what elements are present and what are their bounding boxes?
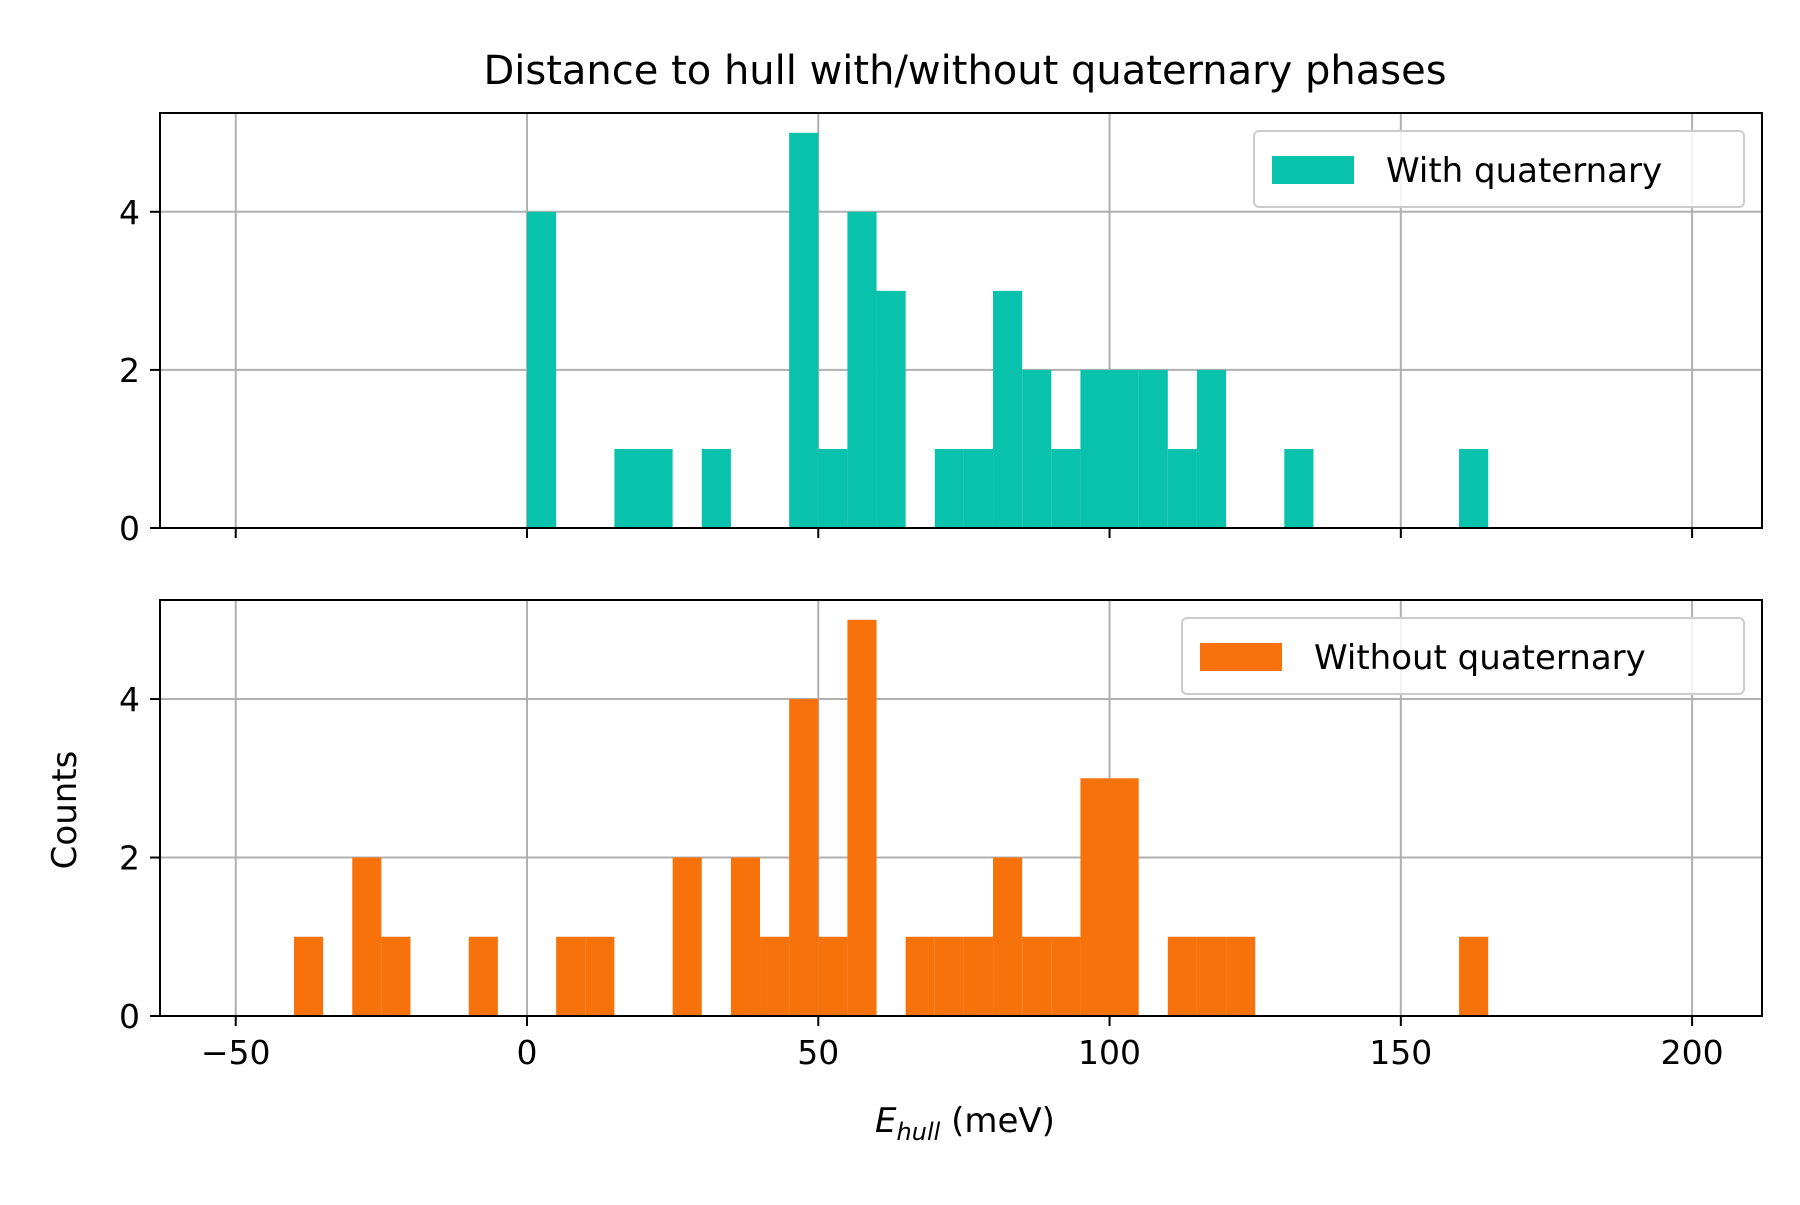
legend: With quaternary — [1253, 130, 1745, 208]
histogram-bar-with-quaternary — [876, 290, 906, 528]
top-panel-with-quaternary: 0 2 4 With quaternary — [119, 112, 1763, 548]
histogram-bar-without-quaternary — [1109, 778, 1139, 1016]
y-tick-label: 2 — [119, 351, 140, 390]
histogram-bar-with-quaternary — [1167, 448, 1197, 528]
histogram-bar-with-quaternary — [847, 211, 877, 529]
x-axis-label-unit: (meV) — [940, 1101, 1055, 1141]
x-axis-label-subscript: hull — [897, 1118, 941, 1146]
histogram-bar-with-quaternary — [1459, 448, 1489, 528]
y-tick-label: 4 — [119, 193, 140, 232]
histogram-bar-without-quaternary — [1051, 936, 1081, 1016]
histogram-bar-without-quaternary — [789, 699, 819, 1016]
histogram-bar-with-quaternary — [993, 290, 1023, 528]
histogram-bar-without-quaternary — [905, 936, 935, 1016]
histogram-bar-with-quaternary — [1284, 448, 1314, 528]
histogram-bar-with-quaternary — [1022, 369, 1052, 528]
x-tick-label: 150 — [1369, 1033, 1432, 1072]
histogram-bar-without-quaternary — [760, 936, 790, 1016]
legend-box — [1181, 617, 1745, 695]
histogram-bar-without-quaternary — [1167, 936, 1197, 1016]
x-tick-label: 0 — [517, 1033, 538, 1072]
x-axis-label-symbol: E — [875, 1101, 897, 1141]
legend-label: Without quaternary — [1314, 638, 1646, 678]
histogram-bar-without-quaternary — [1459, 936, 1489, 1016]
histogram-bar-with-quaternary — [643, 448, 673, 528]
x-tick-label: 200 — [1661, 1033, 1724, 1072]
histogram-bar-without-quaternary — [1226, 936, 1256, 1016]
x-tick-label: 100 — [1078, 1033, 1141, 1072]
histogram-bar-without-quaternary — [1196, 936, 1227, 1016]
chart-title: Distance to hull with/without quaternary… — [483, 48, 1446, 94]
histogram-bar-with-quaternary — [1196, 369, 1227, 528]
histogram-bar-without-quaternary — [381, 936, 411, 1016]
histogram-bar-without-quaternary — [818, 936, 848, 1016]
y-tick-label: 2 — [119, 839, 140, 878]
histogram-bar-with-quaternary — [527, 211, 557, 529]
histogram-bar-with-quaternary — [1109, 369, 1139, 528]
legend: Without quaternary — [1181, 617, 1745, 695]
plot-frame — [159, 112, 1763, 529]
legend-swatch — [1200, 643, 1282, 671]
plot-frame — [159, 599, 1763, 1017]
histogram-bar-with-quaternary — [701, 448, 731, 528]
histogram-bar-without-quaternary — [847, 619, 877, 1016]
histogram-bar-with-quaternary — [1051, 448, 1081, 528]
histogram-bar-without-quaternary — [934, 936, 964, 1016]
legend-box — [1253, 130, 1745, 208]
histogram-bar-without-quaternary — [556, 936, 586, 1016]
y-tick-label: 0 — [119, 509, 140, 548]
histogram-bar-without-quaternary — [1080, 778, 1110, 1016]
histogram-bar-without-quaternary — [1022, 936, 1052, 1016]
histogram-bar-without-quaternary — [993, 857, 1023, 1016]
histogram-bar-with-quaternary — [789, 132, 819, 528]
histogram-bar-without-quaternary — [585, 936, 615, 1016]
histogram-bar-with-quaternary — [963, 448, 994, 528]
histogram-bar-without-quaternary — [730, 857, 761, 1016]
legend-label: With quaternary — [1386, 151, 1662, 191]
histogram-bar-without-quaternary — [352, 857, 382, 1016]
histogram-bar-with-quaternary — [934, 448, 964, 528]
x-tick-label: −50 — [201, 1033, 271, 1072]
histogram-bar-without-quaternary — [963, 936, 994, 1016]
x-tick-label: 50 — [797, 1033, 839, 1072]
histogram-bar-with-quaternary — [1080, 369, 1110, 528]
y-axis-label: Counts — [45, 751, 85, 870]
histogram-bar-with-quaternary — [818, 448, 848, 528]
histogram-bar-with-quaternary — [614, 448, 644, 528]
histogram-bar-without-quaternary — [293, 936, 324, 1016]
y-tick-label: 4 — [119, 680, 140, 719]
histogram-bar-without-quaternary — [672, 857, 702, 1016]
legend-swatch — [1272, 156, 1354, 184]
histogram-bar-with-quaternary — [1138, 369, 1168, 528]
y-tick-label: 0 — [119, 997, 140, 1036]
histogram-bar-without-quaternary — [468, 936, 498, 1016]
x-axis-label: Ehull (meV) — [875, 1101, 1055, 1146]
bottom-panel-without-quaternary: −50 0 50 100 150 200 0 2 4 Without quaternary — [119, 599, 1763, 1072]
